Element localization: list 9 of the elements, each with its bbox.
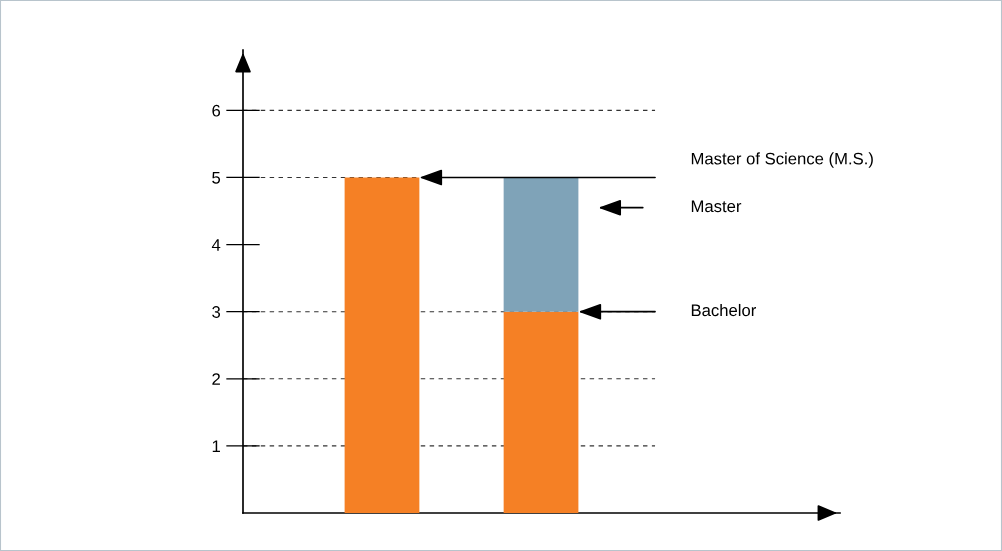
text: Master of Science (M.S.): [691, 152, 873, 168]
text: Master: [691, 200, 742, 213]
y-tick-label: 5: [212, 172, 221, 184]
y-tick-label: 4: [211, 239, 221, 251]
text: Bachelor: [691, 303, 757, 317]
y-tick-label: 1: [212, 440, 220, 452]
y-tick-label: 2: [212, 373, 220, 385]
y-tick-label: 6: [212, 104, 221, 117]
y-tick-label: 3: [212, 306, 221, 318]
